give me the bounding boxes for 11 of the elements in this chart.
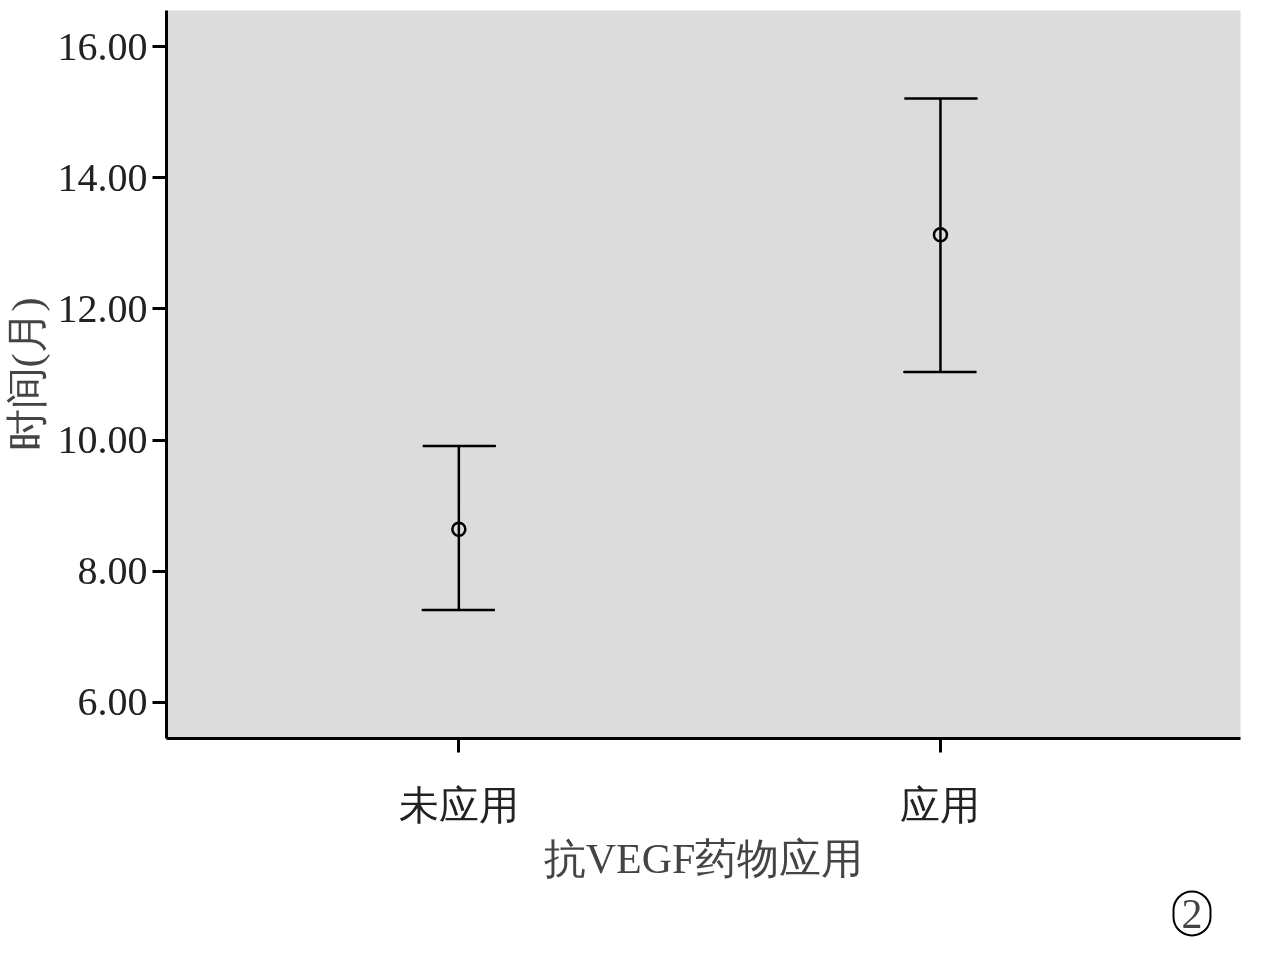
y-axis-title: 时间(月) (3, 297, 51, 452)
x-tick-label: 未应用 (398, 782, 519, 828)
x-axis-title: 抗VEGF药物应用 (543, 835, 864, 882)
x-tick-label: 应用 (900, 782, 981, 828)
y-tick-label: 8.00 (77, 548, 148, 594)
y-tick-label: 10.00 (57, 417, 148, 463)
y-tick-label: 14.00 (57, 154, 148, 200)
y-tick-label: 6.00 (77, 679, 148, 725)
y-tick-label: 12.00 (57, 285, 148, 331)
y-tick-label: 16.00 (57, 23, 148, 69)
text: 2 (1181, 890, 1203, 937)
